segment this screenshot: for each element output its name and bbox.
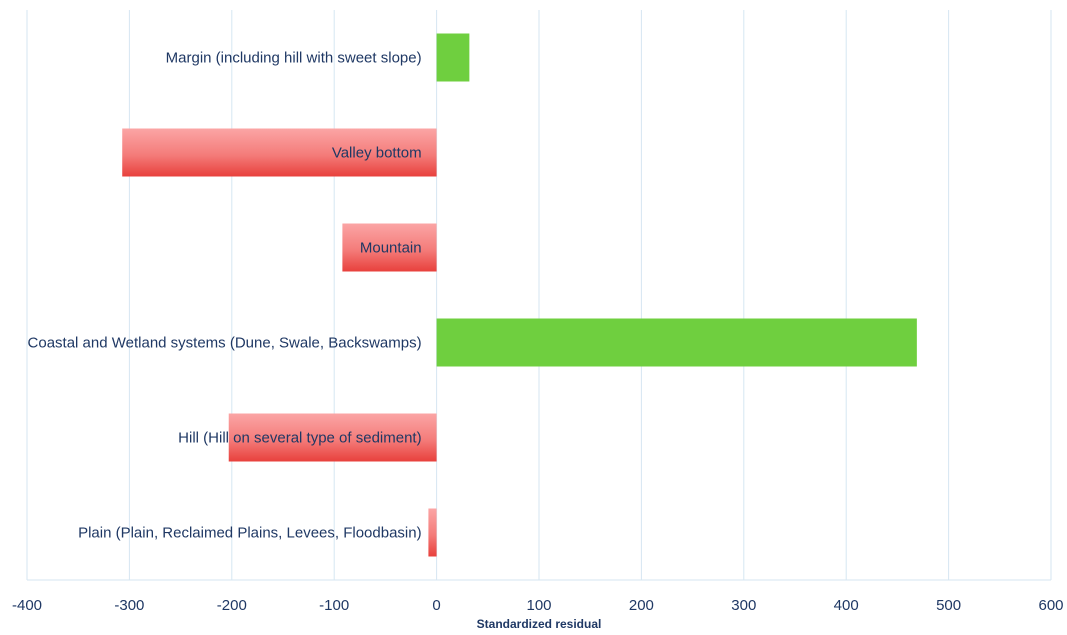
x-tick-label: 100	[526, 597, 551, 614]
x-tick-label: -400	[12, 597, 42, 614]
x-tick-label: 300	[731, 597, 756, 614]
x-tick-label: 0	[432, 597, 440, 614]
category-label: Coastal and Wetland systems (Dune, Swale…	[28, 335, 422, 352]
bar	[436, 318, 917, 367]
x-tick-label: 600	[1038, 597, 1063, 614]
x-tick-label: -100	[319, 597, 349, 614]
category-label: Margin (including hill with sweet slope)	[166, 50, 422, 67]
x-axis-tick-labels: -400 -300 -200 -100 0 100 200 300 400 500 600	[12, 597, 1064, 614]
bar	[436, 33, 470, 82]
category-label: Hill (Hill on several type of sediment)	[178, 430, 421, 447]
bar	[228, 413, 437, 462]
gridlines	[26, 10, 1052, 581]
x-tick-label: -300	[114, 597, 144, 614]
bars	[122, 33, 917, 557]
category-label: Mountain	[360, 240, 422, 257]
x-tick-label: -200	[217, 597, 247, 614]
category-label: Valley bottom	[332, 145, 422, 162]
bar	[122, 128, 437, 177]
bar	[428, 508, 437, 557]
x-tick-label: 400	[834, 597, 859, 614]
x-tick-label: 200	[629, 597, 654, 614]
x-axis-title: Standardized residual	[477, 617, 602, 631]
category-labels: Margin (including hill with sweet slope)…	[28, 50, 422, 542]
x-tick-label: 500	[936, 597, 961, 614]
category-label: Plain (Plain, Reclaimed Plains, Levees, …	[78, 525, 422, 542]
bar	[342, 223, 437, 272]
